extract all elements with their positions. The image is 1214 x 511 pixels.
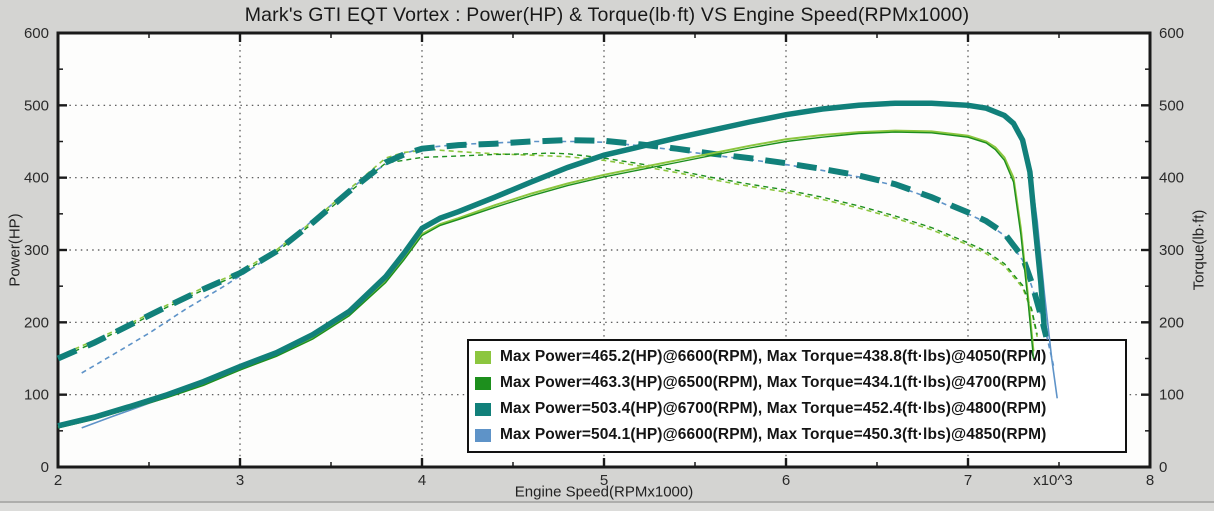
svg-text:5: 5 [600,472,608,489]
svg-text:4: 4 [418,472,426,489]
svg-text:200: 200 [24,314,49,331]
svg-text:100: 100 [1159,387,1184,404]
legend-label: Max Power=463.3(HP)@6500(RPM), Max Torqu… [500,374,1047,391]
legend-item-run3: Max Power=503.4(HP)@6700(RPM), Max Torqu… [475,397,1121,421]
svg-text:400: 400 [24,170,49,187]
svg-text:400: 400 [1159,170,1184,187]
legend-swatch [475,428,491,442]
legend-label: Max Power=504.1(HP)@6600(RPM), Max Torqu… [500,426,1047,443]
svg-text:2: 2 [54,472,62,489]
svg-text:100: 100 [24,387,49,404]
svg-text:6: 6 [782,472,790,489]
svg-text:500: 500 [24,97,49,114]
svg-text:0: 0 [41,459,49,476]
legend-label: Max Power=465.2(HP)@6600(RPM), Max Torqu… [500,348,1047,365]
svg-text:300: 300 [1159,242,1184,259]
svg-text:500: 500 [1159,97,1184,114]
svg-text:0: 0 [1159,459,1167,476]
svg-text:200: 200 [1159,314,1184,331]
power-axis-label: Power(HP) [6,213,24,287]
svg-text:300: 300 [24,242,49,259]
legend-item-run2: Max Power=463.3(HP)@6500(RPM), Max Torqu… [475,371,1121,395]
svg-text:600: 600 [1159,25,1184,42]
tick-labels: 2 3 4 5 6 7 8 x10^3 0 100 200 300 400 500 600 0 100 200 30… [24,25,1184,489]
legend-item-run1: Max Power=465.2(HP)@6600(RPM), Max Torqu… [475,345,1121,369]
chart-title: Mark's GTI EQT Vortex : Power(HP) & Torq… [244,4,970,26]
legend: Max Power=465.2(HP)@6600(RPM), Max Torqu… [467,339,1127,453]
window-bottom-edge [0,501,1214,511]
legend-swatch [475,402,491,416]
engine-speed-axis-label: Engine Speed(RPMx1000) [514,483,694,501]
axis-exponent-label: x10^3 [1033,472,1073,489]
svg-text:3: 3 [236,472,244,489]
torque-axis-label: Torque(lb·ft) [1190,209,1208,291]
svg-text:8: 8 [1146,472,1154,489]
legend-item-run4: Max Power=504.1(HP)@6600(RPM), Max Torqu… [475,423,1121,447]
svg-text:600: 600 [24,25,49,42]
legend-swatch [475,376,491,390]
legend-label: Max Power=503.4(HP)@6700(RPM), Max Torqu… [500,400,1047,417]
svg-text:7: 7 [964,472,972,489]
legend-swatch [475,350,491,364]
